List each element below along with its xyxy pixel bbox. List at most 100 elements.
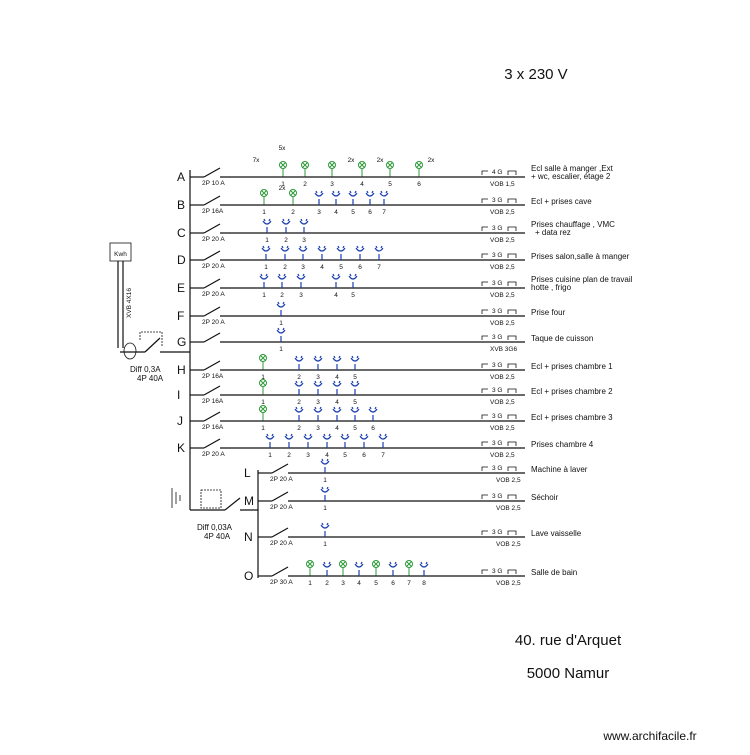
meter-label: Kwh	[114, 251, 127, 258]
point-number: 2	[325, 580, 329, 587]
point-number: 3	[341, 580, 345, 587]
socket	[354, 561, 364, 576]
conductor: 3 G	[492, 465, 502, 472]
multiplier: 2x	[428, 157, 436, 164]
socket	[336, 245, 346, 260]
socket	[355, 245, 365, 260]
socket	[374, 245, 384, 260]
point-number: 6	[358, 264, 362, 271]
breaker-rating: 2P 20 A	[202, 451, 225, 458]
point-number: 5	[388, 181, 392, 188]
socket	[331, 190, 341, 205]
circuit-letter: C	[177, 226, 186, 240]
breaker	[203, 385, 221, 396]
conductor: 3 G	[492, 334, 502, 341]
point-number: 6	[368, 209, 372, 216]
point-number: 5	[351, 292, 355, 299]
breaker-rating: 2P 16A	[202, 373, 224, 380]
conductor: 3 G	[492, 308, 502, 315]
cable: VOB 2,5	[496, 505, 521, 512]
point-number: 1	[262, 209, 266, 216]
lamp	[280, 162, 286, 177]
point-number: 4	[335, 399, 339, 406]
circuit-description: + wc, escalier, étage 2	[531, 172, 611, 181]
circuit-description: Prises chambre 4	[531, 440, 594, 449]
voltage: 3 x 230 V	[504, 66, 567, 83]
conductor: 3 G	[492, 197, 502, 204]
point-number: 5	[353, 425, 357, 432]
breaker	[203, 167, 221, 178]
point-number: 2	[283, 264, 287, 271]
socket	[379, 190, 389, 205]
circuit-letter: A	[177, 170, 185, 184]
breaker	[271, 566, 289, 577]
point-number: 2	[297, 374, 301, 381]
cable-mark	[481, 569, 517, 574]
socket	[313, 380, 323, 395]
point-number: 1	[261, 399, 265, 406]
socket	[365, 190, 375, 205]
breaker	[203, 250, 221, 261]
multiplier: 2x	[377, 157, 385, 164]
point-number: 1	[279, 320, 283, 327]
socket	[320, 458, 330, 473]
point-number: 2	[297, 399, 301, 406]
breaker	[203, 223, 221, 234]
point-number: 8	[422, 580, 426, 587]
socket	[261, 245, 271, 260]
lamp	[416, 162, 422, 177]
point-number: 7	[377, 264, 381, 271]
socket	[350, 355, 360, 370]
breaker	[203, 411, 221, 422]
socket	[313, 406, 323, 421]
point-number: 7	[382, 209, 386, 216]
lamp	[373, 561, 379, 576]
multiplier: 2x	[279, 185, 287, 192]
cable: VOB 2,5	[496, 580, 521, 587]
point-number: 1	[261, 374, 265, 381]
point-number: 6	[362, 452, 366, 459]
point-number: 1	[281, 181, 285, 188]
lamp	[302, 162, 308, 177]
diff-link	[139, 331, 163, 346]
socket	[276, 301, 286, 316]
lamp	[261, 190, 267, 205]
circuits: A 2P 10 A 4 G VOB 1,5 Ecl salle à manger ,Ex…	[177, 145, 633, 587]
point-number: 5	[351, 209, 355, 216]
lamp	[406, 561, 412, 576]
multiplier: 5x	[279, 145, 287, 152]
lamp	[307, 561, 313, 576]
point-number: 1	[323, 505, 327, 512]
cable: VOB 2,5	[490, 292, 515, 299]
breaker-rating: 2P 20 A	[202, 319, 225, 326]
breaker-rating: 2P 20 A	[202, 236, 225, 243]
circuit-description: hotte , frigo	[531, 283, 572, 292]
cable: VOB 2,5	[490, 264, 515, 271]
cable-mark	[481, 466, 517, 471]
lamp	[260, 355, 266, 370]
socket	[281, 218, 291, 233]
lamp	[329, 162, 335, 177]
circuit-letter: H	[177, 363, 186, 377]
circuit-letter: K	[177, 441, 185, 455]
circuit-description: Ecl + prises chambre 3	[531, 413, 613, 422]
socket	[332, 406, 342, 421]
circuit-description: Salle de bain	[531, 568, 577, 577]
socket	[350, 406, 360, 421]
cable-mark	[481, 170, 517, 175]
circuit-letter: B	[177, 198, 185, 212]
conductor: 3 G	[492, 362, 502, 369]
socket	[294, 406, 304, 421]
cable-mark	[481, 226, 517, 231]
breaker-rating: 2P 20 A	[202, 291, 225, 298]
circuit-description: Prise four	[531, 308, 566, 317]
conductor: 3 G	[492, 225, 502, 232]
point-number: 4	[335, 374, 339, 381]
socket	[322, 561, 332, 576]
point-number: 2	[297, 425, 301, 432]
circuit-description: Prises chauffage , VMC	[531, 220, 615, 229]
breaker-rating: 2P 20 A	[202, 263, 225, 270]
cable: VOB 2,5	[490, 209, 515, 216]
conductor: 3 G	[492, 568, 502, 575]
